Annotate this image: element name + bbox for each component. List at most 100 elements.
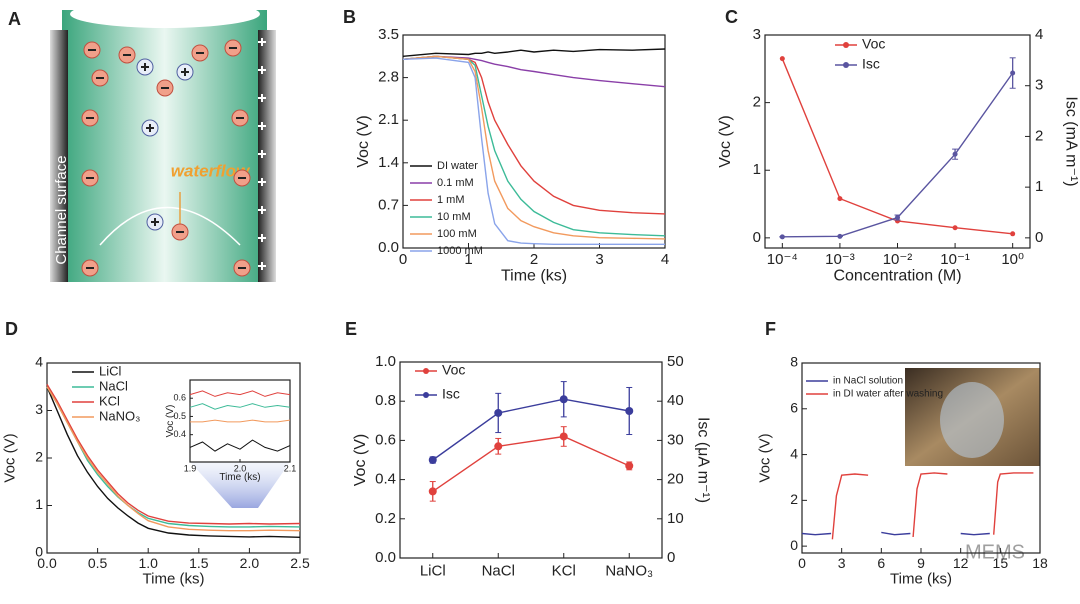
legend-label: NaCl <box>99 378 128 393</box>
y-tick-label: 1.0 <box>375 353 396 370</box>
channel-opening <box>70 0 260 28</box>
series-line <box>46 386 301 532</box>
y-tick-label: 2 <box>35 449 43 465</box>
series-line <box>432 398 630 461</box>
x-tick-label: 0.0 <box>37 555 57 571</box>
panel-label: B <box>343 7 356 27</box>
x-tick-label: 2.0 <box>234 464 247 474</box>
legend-marker <box>843 62 849 68</box>
legend-marker <box>423 368 429 374</box>
panel-label: C <box>725 7 738 27</box>
x-axis-label: Concentration (M) <box>833 268 961 285</box>
legend-label: 10 mM <box>437 211 471 223</box>
data-point <box>895 215 900 221</box>
y-tick-label: 2 <box>790 491 798 507</box>
legend-label: KCl <box>99 393 120 408</box>
y-tick-label: 0 <box>35 544 43 560</box>
legend-label: Isc <box>862 56 880 72</box>
series-line <box>782 72 1014 238</box>
y-tick-label: 2.1 <box>378 111 399 128</box>
x-tick-label: 10⁰ <box>1001 251 1024 268</box>
x-tick-label: 2.1 <box>284 464 297 474</box>
x-tick-label: 10⁻¹ <box>940 251 970 268</box>
y-axis-label: Voc (V) <box>757 433 774 482</box>
series-line <box>189 439 291 452</box>
y-tick-label: 4 <box>35 354 43 370</box>
y2-tick-label: 4 <box>1035 26 1043 43</box>
x-tick-label: NaCl <box>482 562 515 579</box>
y-axis-label: Voc (V) <box>355 115 372 167</box>
data-point <box>779 56 785 62</box>
x-tick-label: 12 <box>953 555 969 571</box>
x-tick-label: 9 <box>917 555 925 571</box>
y2-tick-label: 20 <box>667 471 684 488</box>
x-tick-label: KCl <box>552 562 576 579</box>
y-tick-label: 1.4 <box>378 154 399 171</box>
y-tick-label: 0.8 <box>375 392 396 409</box>
y2-tick-label: 0 <box>667 549 675 566</box>
x-tick-label: 3 <box>595 251 603 268</box>
x-tick-label: 10⁻² <box>883 251 913 268</box>
y-tick-label: 8 <box>790 354 798 370</box>
legend-label: Isc <box>442 386 460 402</box>
x-tick-label: 3 <box>838 555 846 571</box>
photo-beaker <box>940 382 1004 458</box>
y-axis-label: Voc (V) <box>165 405 176 438</box>
y-tick-label: 6 <box>790 399 798 415</box>
y-axis-label: Voc (V) <box>352 434 369 486</box>
x-tick-label: 0 <box>798 555 806 571</box>
legend-label: Voc <box>442 362 465 378</box>
y-tick-label: 4 <box>790 445 798 461</box>
y2-axis-label: Isc (μA m⁻¹) <box>694 417 711 503</box>
y-tick-label: 0.0 <box>378 239 399 256</box>
data-point <box>428 456 437 464</box>
series-line <box>402 55 666 240</box>
y-tick-label: 0.2 <box>375 510 396 527</box>
y-tick-label: 3 <box>35 401 43 417</box>
series-line <box>189 403 291 410</box>
series-line <box>402 55 666 237</box>
series-line <box>402 55 666 88</box>
y-tick-label: 2.8 <box>378 69 399 86</box>
x-tick-label: 10⁻³ <box>825 251 855 268</box>
x-tick-label: 2 <box>530 251 538 268</box>
x-tick-label: NaNO₃ <box>605 562 653 579</box>
y2-tick-label: 40 <box>667 392 684 409</box>
x-tick-label: 10⁻⁴ <box>767 251 798 268</box>
watermark: MEMS <box>965 541 1025 563</box>
legend-label: DI water <box>437 160 478 172</box>
data-point <box>837 233 843 239</box>
legend-marker <box>843 42 849 48</box>
y2-tick-label: 0 <box>1035 229 1043 246</box>
panel-label: F <box>765 319 776 339</box>
y-axis-label: Voc (V) <box>717 115 734 167</box>
x-tick-label: 2.5 <box>290 555 310 571</box>
y-tick-label: 0.6 <box>375 431 396 448</box>
series-line <box>46 384 301 525</box>
data-point <box>494 408 503 417</box>
series-line <box>189 390 291 397</box>
data-point <box>952 151 958 157</box>
y2-tick-label: 50 <box>667 353 684 370</box>
legend-label: 1 mM <box>437 194 465 206</box>
data-point <box>625 461 634 470</box>
flow-arc <box>99 206 241 246</box>
x-tick-label: 6 <box>877 555 885 571</box>
x-axis-label: Time (ks) <box>501 268 567 285</box>
x-tick-label: 15 <box>993 555 1009 571</box>
series-line <box>46 386 301 538</box>
legend-label: in DI water after washing <box>833 389 943 400</box>
y-tick-label: 3.5 <box>378 26 399 43</box>
x-axis-label: Time (ks) <box>219 472 260 483</box>
y2-tick-label: 10 <box>667 510 684 527</box>
channel-diagram: Channel surface waterflow A <box>8 0 276 282</box>
series-line <box>402 48 666 57</box>
flow-label: waterflow <box>171 161 251 180</box>
x-tick-label: 1 <box>464 251 472 268</box>
legend-label: 0.1 mM <box>437 177 474 189</box>
x-tick-label: 0 <box>399 251 407 268</box>
x-tick-label: 1.9 <box>184 464 197 474</box>
legend-marker <box>423 392 429 398</box>
